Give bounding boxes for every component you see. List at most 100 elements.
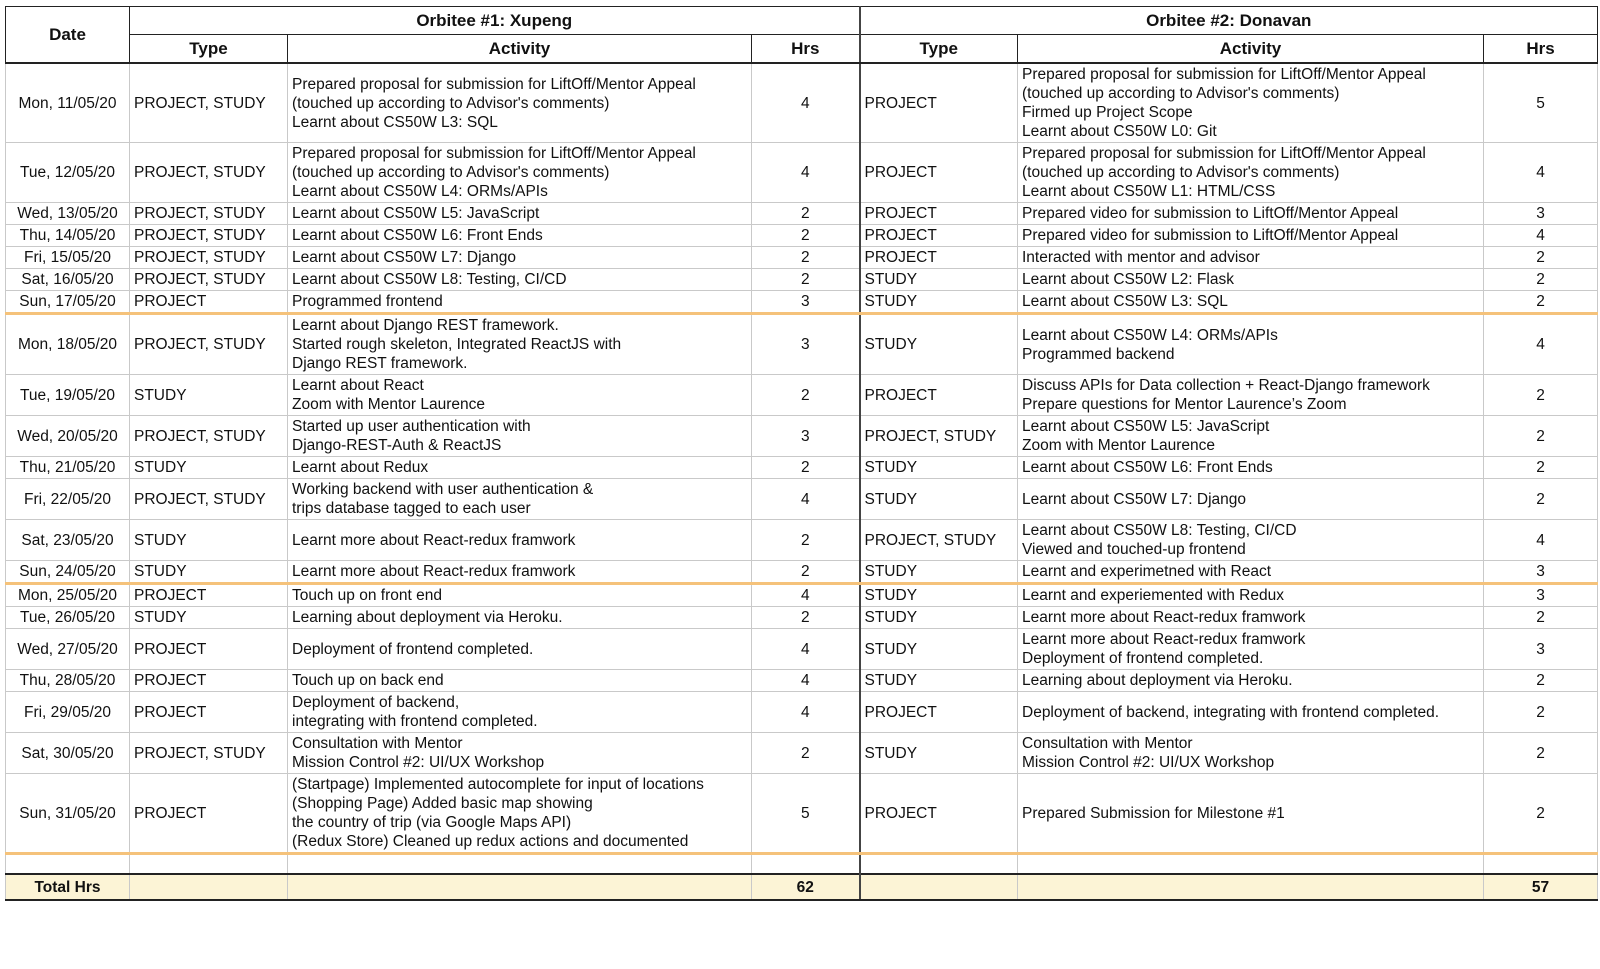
total-label: Total Hrs [5,873,130,901]
hrs-cell-2: 2 [1482,268,1599,291]
activity-line: Deployment of backend, [292,694,460,711]
type-cell-1: STUDY [129,374,288,416]
type-cell-2: STUDY [859,313,1018,375]
activity-cell-2: Learnt more about React-redux framwork [1017,606,1484,629]
activity-line: Learnt about CS50W L5: JavaScript [1022,418,1270,435]
table-row: Sat, 30/05/20 PROJECT, STUDY Consultation … [5,732,1599,774]
type-cell-2: PROJECT [859,246,1018,269]
type-cell-1: STUDY [129,560,288,585]
hrs-cell-2: 4 [1482,519,1599,561]
date-cell: Fri, 15/05/20 [5,246,130,269]
type-cell-2: PROJECT [859,62,1018,143]
hrs-cell-2: 2 [1482,290,1599,315]
activity-line: Learnt and experimetned with React [1022,563,1272,580]
hrs-cell-1: 3 [751,415,861,457]
activity-cell-1: Programmed frontend [287,290,752,315]
total-row: Total Hrs 62 57 [5,873,1599,901]
date-cell: Fri, 29/05/20 [5,691,130,733]
table-row: Fri, 15/05/20 PROJECT, STUDY Learnt about … [5,246,1599,269]
activity-cell-2: Learnt more about React-redux framwork De… [1017,628,1484,670]
type-cell-1: PROJECT, STUDY [129,202,288,225]
activity-cell-2: Learnt about CS50W L7: Django [1017,478,1484,520]
table-row: Thu, 28/05/20 PROJECT Touch up on back end… [5,669,1599,692]
hrs-cell-1: 5 [751,773,861,855]
activity-line: Learnt more about React-redux framwork [292,563,576,580]
table-row: Sun, 24/05/20 STUDY Learnt more about Reac… [5,560,1599,585]
activity-line: Programmed frontend [292,293,443,310]
activity-cell-2: Learning about deployment via Heroku. [1017,669,1484,692]
activity-line: (touched up according to Advisor's comme… [292,164,610,181]
hrs-cell-1: 4 [751,583,861,607]
date-cell: Tue, 12/05/20 [5,142,130,203]
type-header-1: Type [129,34,288,64]
hrs-cell-2: 3 [1482,583,1599,607]
table-row: Sat, 16/05/20 PROJECT, STUDY Learnt about … [5,268,1599,291]
activity-line: Learnt about CS50W L3: SQL [292,113,498,131]
type-cell-2: STUDY [859,456,1018,479]
activity-line: Interacted with mentor and advisor [1022,249,1260,266]
type-cell-1: PROJECT, STUDY [129,142,288,203]
activity-line: Learnt about CS50W L6: Front Ends [1022,459,1273,476]
hrs-cell-1: 2 [751,606,861,629]
hrs-cell-2: 2 [1482,669,1599,692]
activity-cell-1: Learnt about CS50W L5: JavaScript [287,202,752,225]
date-cell: Mon, 25/05/20 [5,583,130,607]
activity-line: Zoom with Mentor Laurence [292,396,485,413]
table-row: Mon, 11/05/20 PROJECT, STUDY Prepared prop… [5,62,1599,143]
date-cell: Tue, 19/05/20 [5,374,130,416]
date-cell: Tue, 26/05/20 [5,606,130,629]
activity-line: Prepared proposal for submission for Lif… [1022,145,1426,162]
spacer-row [5,852,1599,875]
date-cell: Fri, 22/05/20 [5,478,130,520]
activity-line: Programmed backend [1022,345,1175,363]
hrs-cell-1: 2 [751,560,861,585]
activity-line: Prepared proposal for submission for Lif… [292,145,696,162]
activity-line: Learnt about CS50W L6: Front Ends [292,227,543,244]
type-header-2: Type [859,34,1018,64]
type-cell-2: STUDY [859,478,1018,520]
activity-line: Started up user authentication with [292,418,531,435]
hrs-cell-2: 2 [1482,478,1599,520]
date-cell: Thu, 28/05/20 [5,669,130,692]
date-cell: Wed, 27/05/20 [5,628,130,670]
activity-cell-2: Learnt about CS50W L6: Front Ends [1017,456,1484,479]
table-row: Thu, 14/05/20 PROJECT, STUDY Learnt about … [5,224,1599,247]
activity-line: Learnt about CS50W L5: JavaScript [292,205,540,222]
activity-line: Learnt about CS50W L3: SQL [1022,293,1228,310]
type-cell-2: PROJECT [859,202,1018,225]
hrs-cell-1: 2 [751,224,861,247]
activity-cell-1: Learnt about React Zoom with Mentor Laure… [287,374,752,416]
hrs-cell-2: 4 [1482,142,1599,203]
activity-cell-1: Deployment of frontend completed. [287,628,752,670]
type-cell-2: PROJECT [859,224,1018,247]
hrs-cell-2: 4 [1482,224,1599,247]
activity-line: Deployment of backend, integrating with … [1022,703,1440,721]
activity-cell-1: Learnt more about React-redux framwork [287,560,752,585]
table-row: Thu, 21/05/20 STUDY Learnt about Redux 2 STU… [5,456,1599,479]
type-cell-1: STUDY [129,456,288,479]
activity-cell-1: Learnt more about React-redux framwork [287,519,752,561]
hrs-cell-2: 3 [1482,628,1599,670]
type-cell-1: PROJECT, STUDY [129,478,288,520]
activity-cell-1: Consultation with Mentor Mission Control … [287,732,752,774]
type-cell-1: PROJECT, STUDY [129,313,288,375]
activity-line: Prepared video for submission to LiftOff… [1022,227,1399,244]
orbitee-2-header: Orbitee #2: Donavan [858,6,1599,35]
table-row: Wed, 13/05/20 PROJECT, STUDY Learnt about … [5,202,1599,225]
hrs-cell-2: 2 [1482,415,1599,457]
activity-cell-2: Prepared video for submission to LiftOff… [1017,202,1484,225]
hrs-cell-1: 4 [751,691,861,733]
hrs-cell-2: 2 [1482,773,1599,855]
type-cell-2: STUDY [859,628,1018,670]
activity-line: Viewed and touched-up frontend [1022,541,1246,558]
activity-cell-2: Prepared Submission for Milestone #1 [1017,773,1484,855]
hrs-cell-1: 3 [751,313,861,375]
total-hrs-1: 62 [751,873,861,901]
type-cell-1: PROJECT, STUDY [129,246,288,269]
activity-line: Zoom with Mentor Laurence [1022,437,1215,454]
table-row: Wed, 20/05/20 PROJECT, STUDY Started up us… [5,415,1599,457]
activity-line: Learnt about CS50W L7: Django [1022,490,1247,508]
activity-cell-2: Discuss APIs for Data collection + React… [1017,374,1484,416]
table-row: Wed, 27/05/20 PROJECT Deployment of fronte… [5,628,1599,670]
activity-line: integrating with frontend completed. [292,713,538,730]
